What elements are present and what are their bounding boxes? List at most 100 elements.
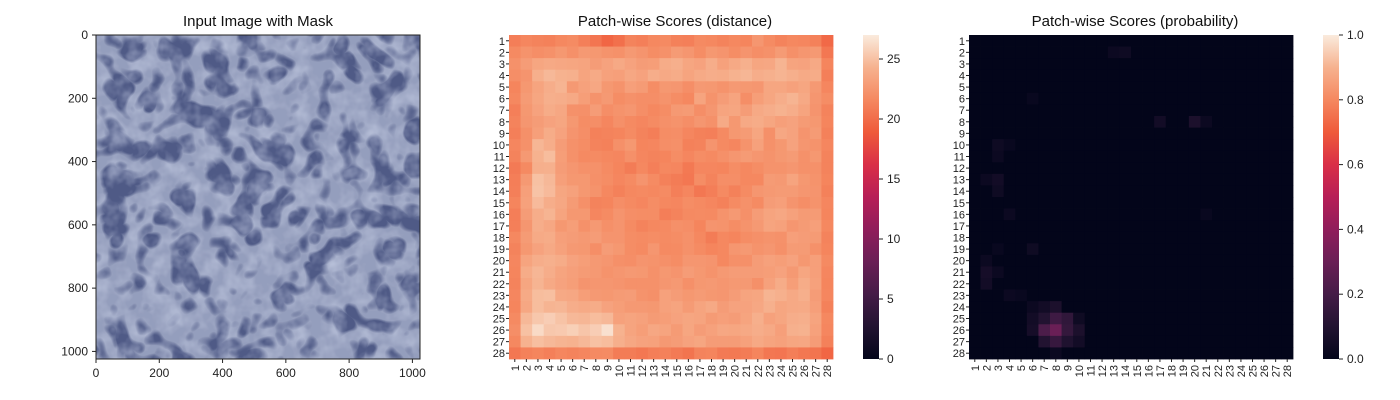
heatmap-cell xyxy=(1142,127,1155,140)
heatmap-cell xyxy=(566,116,579,128)
heatmap-cell xyxy=(821,301,834,314)
heatmap-row-label: 6 xyxy=(499,94,505,106)
heatmap-cell xyxy=(1050,185,1062,198)
image-x-tick-label: 400 xyxy=(213,366,233,380)
heatmap-cell xyxy=(1119,46,1132,59)
heatmap-cell xyxy=(992,312,1005,325)
heatmap-cell xyxy=(647,208,660,221)
heatmap-cell xyxy=(1026,243,1039,256)
heatmap-cell xyxy=(671,197,683,209)
heatmap-cell xyxy=(740,150,753,163)
heatmap-col-label: 2 xyxy=(521,365,533,371)
heatmap-cell xyxy=(1188,162,1201,175)
heatmap-col-label: 22 xyxy=(753,365,765,377)
heatmap-cell xyxy=(624,220,637,233)
heatmap-cell xyxy=(1223,104,1236,117)
heatmap-cell xyxy=(601,278,614,290)
heatmap-cell xyxy=(1281,231,1294,244)
heatmap-cell xyxy=(969,127,981,140)
heatmap-cell xyxy=(1003,162,1016,175)
heatmap-cell xyxy=(1003,289,1016,302)
heatmap-cell xyxy=(520,254,533,267)
heatmap-cell xyxy=(1281,266,1294,279)
heatmap-cell xyxy=(1038,139,1051,152)
heatmap-cell xyxy=(566,347,579,360)
heatmap-cell xyxy=(1142,92,1155,105)
heatmap-cell xyxy=(647,162,660,175)
heatmap-cell xyxy=(705,104,718,117)
heatmap-cell xyxy=(821,116,834,128)
heatmap-cell xyxy=(740,92,753,105)
heatmap-cell xyxy=(509,35,521,47)
heatmap-row-label: 15 xyxy=(953,198,965,210)
heatmap-cell xyxy=(705,278,718,290)
heatmap-row-label: 7 xyxy=(499,105,505,117)
heatmap-cell xyxy=(1165,208,1178,221)
heatmap-col-label: 11 xyxy=(626,365,638,376)
heatmap-cell xyxy=(1154,312,1167,325)
heatmap-cell xyxy=(1003,150,1016,163)
heatmap-cell xyxy=(647,197,660,209)
heatmap-cell xyxy=(809,173,822,186)
heatmap-cell xyxy=(1223,81,1236,94)
heatmap-cell xyxy=(671,58,683,71)
heatmap-cell xyxy=(555,220,568,233)
heatmap-row-label: 20 xyxy=(493,256,505,268)
heatmap-cell xyxy=(590,46,602,59)
heatmap-cell xyxy=(775,69,788,82)
heatmap-cell xyxy=(590,208,602,221)
heatmap-cell xyxy=(969,289,981,302)
heatmap-cell xyxy=(1050,324,1062,337)
heatmap-cell xyxy=(694,312,707,325)
heatmap-cell xyxy=(1015,266,1028,279)
heatmap-cell xyxy=(543,231,556,244)
heatmap-cell xyxy=(659,231,672,244)
probability-heatmap-title: Patch-wise Scores (probability) xyxy=(1032,13,1239,30)
heatmap-cell xyxy=(798,231,811,244)
heatmap-col-label: 27 xyxy=(811,365,823,377)
heatmap-cell xyxy=(969,92,981,105)
heatmap-cell xyxy=(1188,254,1201,267)
heatmap-cell xyxy=(1258,92,1271,105)
heatmap-cell xyxy=(775,289,788,302)
heatmap-cell xyxy=(821,127,834,140)
heatmap-cell xyxy=(980,324,993,337)
heatmap-cell xyxy=(659,58,672,71)
heatmap-cell xyxy=(728,231,741,244)
heatmap-cell xyxy=(809,231,822,244)
heatmap-cell xyxy=(532,289,545,302)
heatmap-cell xyxy=(1084,278,1097,290)
heatmap-cell xyxy=(1050,312,1062,325)
heatmap-cell xyxy=(786,243,799,256)
heatmap-cell xyxy=(624,185,637,198)
heatmap-cell xyxy=(775,266,788,279)
heatmap-cell xyxy=(1096,220,1109,233)
heatmap-cell xyxy=(1177,231,1190,244)
heatmap-cell xyxy=(613,150,626,163)
heatmap-cell xyxy=(555,347,568,360)
heatmap-cell xyxy=(1154,81,1167,94)
heatmap-cell xyxy=(601,301,614,314)
heatmap-cell xyxy=(1107,127,1120,140)
heatmap-cell xyxy=(1073,312,1086,325)
heatmap-cell xyxy=(1073,58,1086,71)
heatmap-cell xyxy=(740,347,753,360)
heatmap-cell xyxy=(717,231,730,244)
heatmap-cell xyxy=(1235,197,1248,209)
heatmap-row-label: 4 xyxy=(499,71,505,83)
heatmap-cell xyxy=(969,278,981,290)
heatmap-cell xyxy=(520,208,533,221)
heatmap-cell xyxy=(1154,243,1167,256)
heatmap-cell xyxy=(980,266,993,279)
heatmap-cell xyxy=(1050,150,1062,163)
heatmap-cell xyxy=(1212,173,1224,186)
heatmap-cell xyxy=(1026,173,1039,186)
heatmap-cell xyxy=(694,173,707,186)
heatmap-row-label: 9 xyxy=(959,128,965,140)
heatmap-cell xyxy=(555,197,568,209)
heatmap-cell xyxy=(1269,127,1282,140)
heatmap-cell xyxy=(717,208,730,221)
heatmap-cell xyxy=(728,243,741,256)
heatmap-cell xyxy=(809,278,822,290)
